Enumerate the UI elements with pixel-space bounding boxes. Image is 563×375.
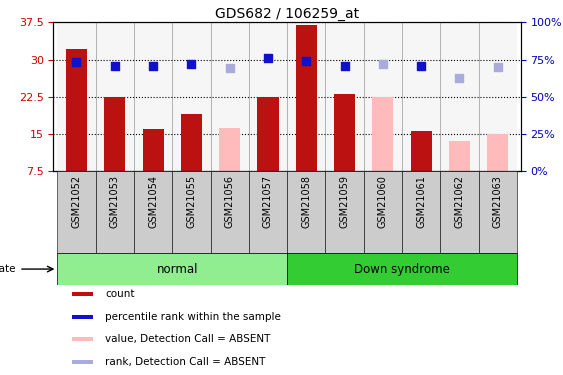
Point — [263, 55, 272, 61]
Bar — [487, 134, 508, 171]
Bar — [134, 22, 172, 171]
Bar — [410, 131, 432, 171]
Bar — [72, 292, 93, 297]
Point — [455, 75, 464, 81]
Point — [110, 63, 119, 69]
Bar — [142, 129, 164, 171]
Bar — [334, 94, 355, 171]
Text: GSM21054: GSM21054 — [148, 175, 158, 228]
Bar — [440, 22, 479, 171]
Point — [187, 62, 196, 68]
Bar — [104, 96, 126, 171]
Bar — [219, 128, 240, 171]
Bar — [72, 315, 93, 319]
Text: GSM21056: GSM21056 — [225, 175, 235, 228]
Bar — [325, 22, 364, 171]
Point — [72, 59, 81, 65]
Point — [493, 64, 502, 70]
Bar — [287, 22, 325, 171]
Bar — [287, 253, 517, 285]
Bar — [172, 171, 211, 253]
Bar — [364, 22, 402, 171]
Bar — [249, 171, 287, 253]
Bar — [57, 253, 287, 285]
Text: GSM21053: GSM21053 — [110, 175, 120, 228]
Bar — [57, 171, 96, 253]
Text: Down syndrome: Down syndrome — [354, 262, 450, 276]
Text: GSM21060: GSM21060 — [378, 175, 388, 228]
Text: value, Detection Call = ABSENT: value, Detection Call = ABSENT — [105, 334, 270, 345]
Text: GSM21059: GSM21059 — [339, 175, 350, 228]
Bar — [402, 171, 440, 253]
Text: percentile rank within the sample: percentile rank within the sample — [105, 312, 281, 322]
Text: count: count — [105, 290, 135, 300]
Point — [378, 62, 387, 68]
Bar — [57, 22, 96, 171]
Bar — [440, 171, 479, 253]
Point — [149, 63, 158, 69]
Text: normal: normal — [157, 262, 199, 276]
Bar — [287, 171, 325, 253]
Bar — [211, 22, 249, 171]
Bar — [66, 49, 87, 171]
Text: GSM21063: GSM21063 — [493, 175, 503, 228]
Bar — [96, 171, 134, 253]
Bar — [449, 141, 470, 171]
Bar — [72, 360, 93, 364]
Point — [417, 63, 426, 69]
Bar — [249, 22, 287, 171]
Bar — [296, 25, 317, 171]
Text: GSM21058: GSM21058 — [301, 175, 311, 228]
Bar — [402, 22, 440, 171]
Bar — [134, 171, 172, 253]
Bar — [181, 114, 202, 171]
Text: GSM21061: GSM21061 — [416, 175, 426, 228]
Text: GSM21057: GSM21057 — [263, 175, 273, 228]
Point — [225, 65, 234, 71]
Text: GSM21055: GSM21055 — [186, 175, 196, 228]
Bar — [364, 171, 402, 253]
Text: GSM21052: GSM21052 — [72, 175, 82, 228]
Text: disease state: disease state — [0, 264, 15, 274]
Bar — [172, 22, 211, 171]
Bar — [325, 171, 364, 253]
Point — [302, 57, 311, 63]
Title: GDS682 / 106259_at: GDS682 / 106259_at — [215, 8, 359, 21]
Point — [340, 63, 349, 69]
Text: rank, Detection Call = ABSENT: rank, Detection Call = ABSENT — [105, 357, 265, 367]
Bar — [72, 338, 93, 342]
Bar — [96, 22, 134, 171]
Bar — [479, 22, 517, 171]
Bar — [257, 96, 279, 171]
Bar — [211, 171, 249, 253]
Bar — [372, 96, 394, 171]
Text: GSM21062: GSM21062 — [454, 175, 464, 228]
Bar — [479, 171, 517, 253]
